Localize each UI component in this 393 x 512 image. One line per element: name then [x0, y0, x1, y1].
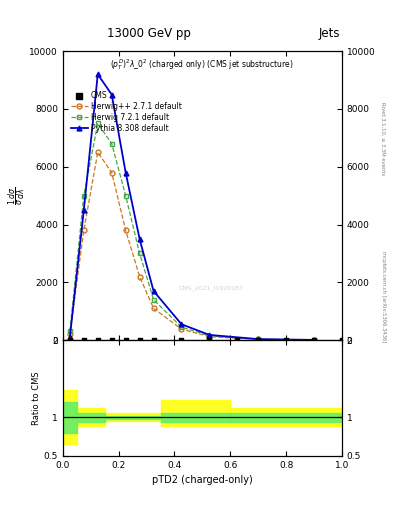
Point — [123, 336, 129, 344]
Text: $(p_T^D)^2\lambda\_0^2$ (charged only) (CMS jet substructure): $(p_T^D)^2\lambda\_0^2$ (charged only) (… — [110, 57, 294, 72]
Text: CMS_2021_I1920187: CMS_2021_I1920187 — [178, 285, 243, 291]
Text: Rivet 3.1.10, ≥ 3.3M events: Rivet 3.1.10, ≥ 3.3M events — [381, 101, 386, 175]
Text: mcplots.cern.ch [arXiv:1306.3436]: mcplots.cern.ch [arXiv:1306.3436] — [381, 251, 386, 343]
Point — [283, 336, 289, 344]
Point — [151, 336, 157, 344]
X-axis label: pTD2 (charged-only): pTD2 (charged-only) — [152, 475, 253, 485]
Point — [67, 336, 73, 344]
Point — [136, 336, 143, 344]
Legend: CMS, Herwig++ 2.7.1 default, Herwig 7.2.1 default, Pythia 8.308 default: CMS, Herwig++ 2.7.1 default, Herwig 7.2.… — [70, 90, 183, 135]
Text: 13000 GeV pp: 13000 GeV pp — [107, 27, 191, 40]
Point — [81, 336, 87, 344]
Text: Jets: Jets — [318, 27, 340, 40]
Point — [108, 336, 115, 344]
Point — [339, 336, 345, 344]
Y-axis label: Ratio to CMS: Ratio to CMS — [32, 371, 41, 425]
Y-axis label: $\frac{1}{\sigma}\frac{d\sigma}{d\lambda}$: $\frac{1}{\sigma}\frac{d\sigma}{d\lambda… — [6, 186, 28, 205]
Point — [206, 336, 213, 344]
Point — [178, 336, 185, 344]
Point — [311, 336, 317, 344]
Point — [95, 336, 101, 344]
Point — [255, 336, 261, 344]
Point — [234, 336, 241, 344]
